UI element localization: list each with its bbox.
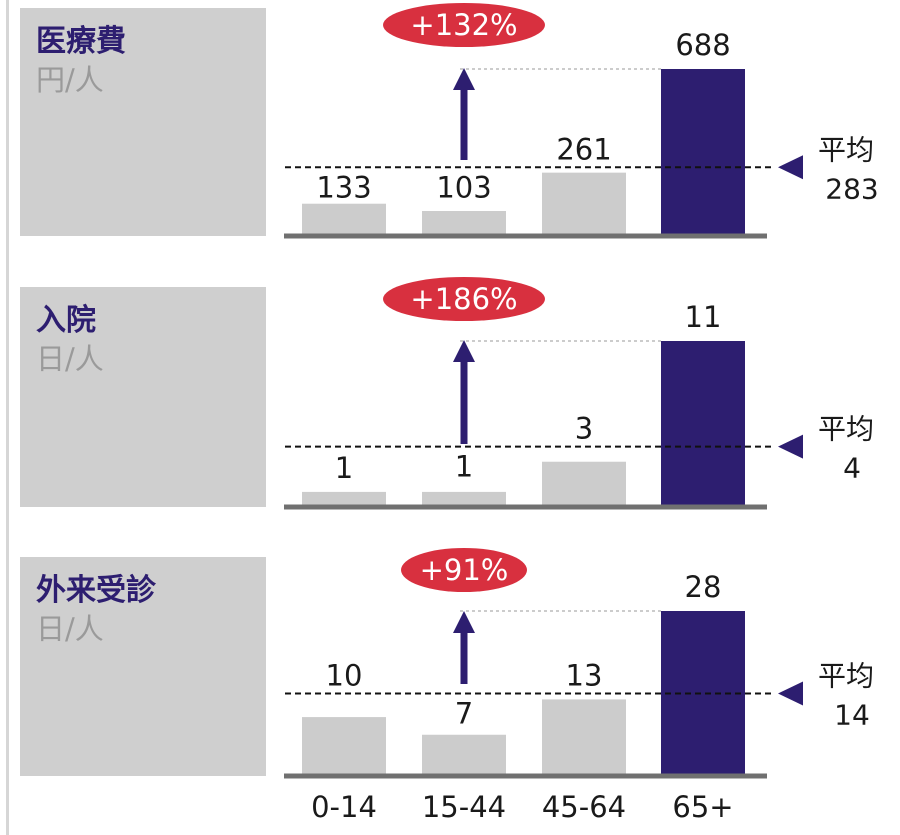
bar [661,611,745,776]
x-tick-label: 45-64 [542,790,626,824]
value-label: 133 [316,170,371,204]
average-marker-icon [778,681,803,706]
average-marker-icon [778,434,803,459]
value-label-bg [570,413,598,444]
value-label: 7 [455,697,473,731]
panel-label-box [20,557,266,776]
value-label: 103 [436,170,491,204]
value-label-bg [561,660,607,691]
value-label-bg [552,134,616,165]
bar [422,491,506,507]
value-label-bg [321,660,367,691]
panel-label-box [20,287,266,507]
value-label-bg [330,452,358,483]
average-value: 14 [834,699,870,732]
growth-arrow-head [453,68,475,90]
value-label: 11 [685,300,722,334]
value-label: 688 [675,28,730,62]
bar [542,461,626,507]
panel-unit: 日/人 [36,342,104,376]
value-label: 3 [575,412,593,446]
panel-title: 医療費 [36,24,126,59]
bar [302,717,386,776]
average-label: 平均 [818,133,874,166]
value-label: 10 [326,659,363,693]
value-label: 1 [335,451,353,485]
bar [542,699,626,776]
value-label-bg [450,698,478,729]
growth-badge-label: +132% [410,8,517,42]
growth-badge-label: +186% [410,282,517,316]
average-label: 平均 [818,660,874,693]
panel-unit: 日/人 [36,612,104,646]
average-value: 283 [825,172,878,205]
bar [422,734,506,776]
bar [302,203,386,236]
panel-unit: 円/人 [36,63,104,97]
value-label-bg [450,451,478,482]
growth-arrow-head [453,611,475,633]
bar [422,210,506,236]
value-label: 1 [455,450,473,484]
bar [302,491,386,507]
average-label: 平均 [818,413,874,446]
x-tick-label: 65+ [672,790,733,824]
panel-label-box [20,8,266,236]
x-tick-label: 15-44 [422,790,506,824]
value-label: 28 [685,570,722,604]
x-tick-label: 0-14 [311,790,377,824]
average-marker-icon [778,155,803,180]
value-label: 261 [556,132,611,166]
value-label-bg [432,172,496,203]
growth-badge [383,277,545,321]
panel-title: 入院 [36,303,96,338]
growth-arrow-head [453,340,475,362]
bar [661,341,745,507]
bar [542,172,626,236]
growth-badge-label: +91% [420,553,509,587]
panel-title: 外来受診 [36,573,157,608]
growth-badge [383,3,545,47]
growth-badge [401,548,527,592]
value-label-bg [312,172,376,203]
value-label: 13 [566,659,603,693]
bar [661,69,745,236]
average-value: 4 [843,452,861,485]
left-divider [6,0,9,835]
